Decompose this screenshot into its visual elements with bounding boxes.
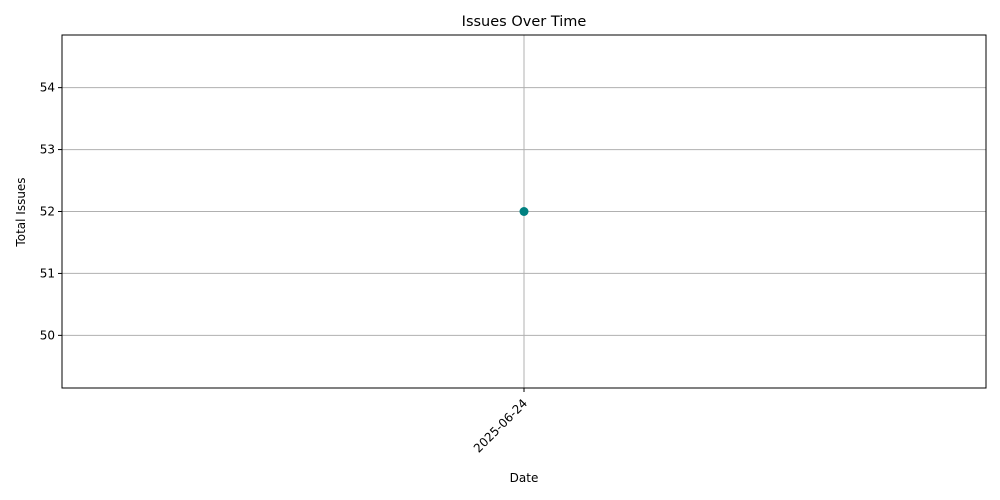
y-tick-label: 50 xyxy=(40,328,55,342)
series-layer xyxy=(519,207,529,216)
x-axis-ticks: 2025-06-24 xyxy=(471,388,530,455)
y-tick-label: 52 xyxy=(40,205,55,219)
x-axis-label: Date xyxy=(510,471,539,485)
chart-title: Issues Over Time xyxy=(462,14,587,30)
y-axis-label: Total Issues xyxy=(14,177,28,247)
data-point xyxy=(519,207,529,216)
y-axis-ticks: 50 51 52 53 54 xyxy=(40,81,62,342)
x-tick-label: 2025-06-24 xyxy=(471,396,530,455)
y-tick-label: 54 xyxy=(40,81,55,95)
y-tick-label: 51 xyxy=(40,266,55,280)
y-tick-label: 53 xyxy=(40,143,55,157)
